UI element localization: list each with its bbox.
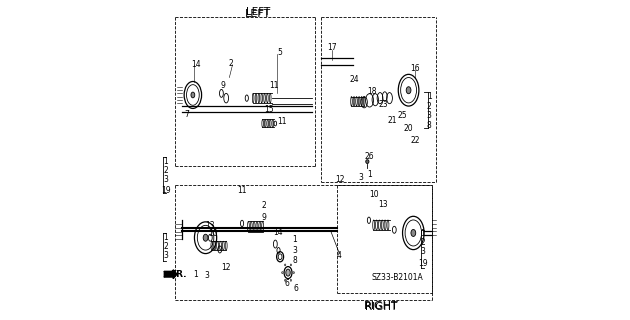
Text: 3: 3 [358,173,364,182]
Text: 9: 9 [262,212,266,222]
Text: 4: 4 [336,251,341,260]
Text: 25: 25 [398,111,407,120]
Text: SZ33-B2101A: SZ33-B2101A [372,273,423,282]
Text: 12: 12 [336,175,345,184]
Text: 10: 10 [208,229,218,238]
Text: 3: 3 [427,111,432,120]
Text: 6: 6 [294,284,299,293]
Text: LEFT: LEFT [246,7,270,18]
Text: 1: 1 [292,236,297,244]
Text: 14: 14 [273,228,282,237]
Text: 1: 1 [420,229,425,238]
FancyArrow shape [164,270,177,279]
Text: 3: 3 [163,251,168,260]
Text: 9: 9 [220,81,226,90]
Text: 19: 19 [161,186,171,195]
Text: RIGHT: RIGHT [364,301,399,311]
Text: 26: 26 [365,152,374,161]
Text: 3: 3 [292,246,297,255]
Text: 1: 1 [164,233,168,242]
Text: 1: 1 [367,170,372,179]
Text: 8: 8 [292,256,297,265]
Text: 16: 16 [410,63,420,73]
Text: FR.: FR. [169,270,186,279]
Text: 1: 1 [427,92,432,101]
Text: 2: 2 [262,202,266,211]
Text: 11: 11 [269,81,278,90]
Text: 12: 12 [220,263,231,272]
Text: 17: 17 [328,43,337,52]
Text: 2: 2 [420,238,425,247]
Text: 10: 10 [369,190,379,199]
Ellipse shape [191,92,195,98]
Text: 5: 5 [278,48,282,57]
Text: 20: 20 [404,124,413,133]
Text: LEFT: LEFT [245,9,271,19]
Ellipse shape [411,229,416,236]
Text: 1: 1 [193,270,197,279]
Text: 2: 2 [164,242,168,251]
Text: 2: 2 [427,101,432,111]
Text: 3: 3 [205,271,210,280]
Text: 3: 3 [163,174,168,184]
Text: 24: 24 [350,75,360,84]
Text: 6: 6 [284,279,289,288]
Text: 7: 7 [184,109,189,118]
Text: 22: 22 [410,136,420,146]
Text: RIGHT: RIGHT [365,301,398,312]
Text: 8: 8 [427,121,432,130]
Ellipse shape [406,87,411,94]
Text: 13: 13 [379,200,388,209]
Text: 19: 19 [418,259,428,268]
Text: 23: 23 [379,100,388,109]
Ellipse shape [366,160,369,164]
Text: 15: 15 [264,105,274,114]
Text: 14: 14 [192,60,201,69]
Text: 1: 1 [164,157,168,166]
Text: 11: 11 [277,117,287,126]
Ellipse shape [203,234,208,241]
Text: 11: 11 [238,186,247,195]
Text: 13: 13 [205,220,214,229]
Text: 3: 3 [420,247,425,257]
Text: 18: 18 [367,87,377,96]
Text: 2: 2 [229,59,233,68]
Ellipse shape [286,269,290,276]
Text: 2: 2 [164,166,168,175]
Text: 21: 21 [388,116,398,125]
